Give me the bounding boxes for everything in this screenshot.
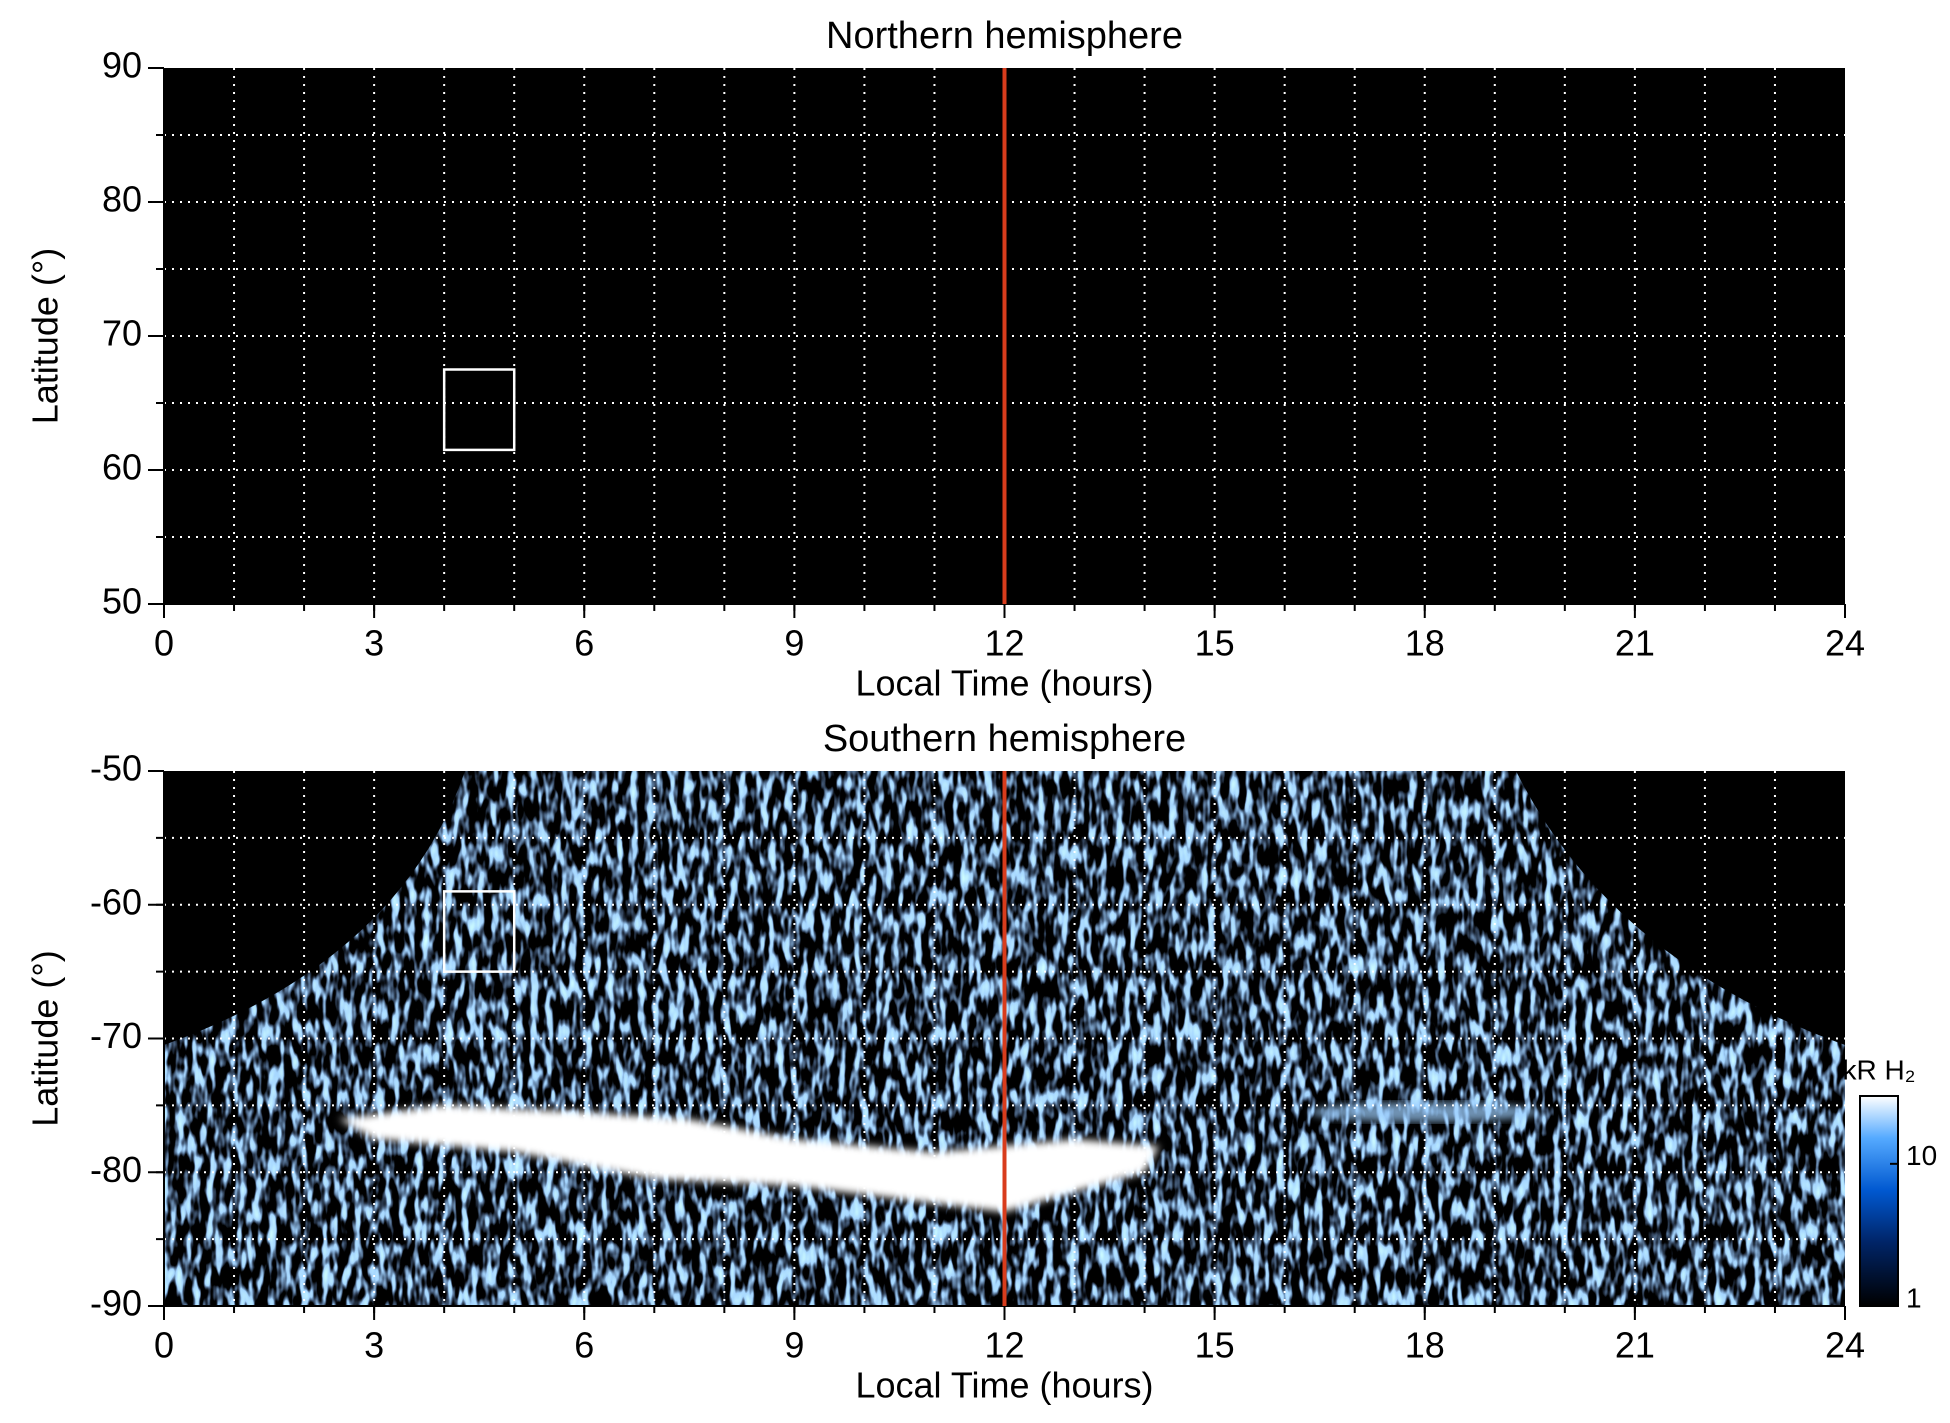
y-tick-label: 60 bbox=[102, 447, 142, 488]
colorbar bbox=[1859, 1095, 1899, 1307]
x-tick-label: 9 bbox=[784, 623, 804, 664]
y-tick-label: -70 bbox=[90, 1015, 142, 1056]
auroral-oval bbox=[1310, 1102, 1540, 1122]
auroral-oval bbox=[339, 1105, 1159, 1212]
x-tick-label: 6 bbox=[574, 1325, 594, 1366]
x-tick-label: 24 bbox=[1825, 1325, 1865, 1366]
region-box bbox=[442, 890, 516, 973]
x-tick-label: 12 bbox=[984, 623, 1024, 664]
y-tick-label: 70 bbox=[102, 313, 142, 354]
x-tick-label: 21 bbox=[1615, 1325, 1655, 1366]
x-tick-label: 12 bbox=[984, 1325, 1024, 1366]
region-box bbox=[442, 368, 516, 452]
x-tick-label: 21 bbox=[1615, 623, 1655, 664]
x-tick-label: 18 bbox=[1405, 623, 1445, 664]
x-tick-label: 18 bbox=[1405, 1325, 1445, 1366]
x-tick-label: 6 bbox=[574, 623, 594, 664]
x-tick-label: 15 bbox=[1195, 623, 1235, 664]
y-axis-label: Latitude (°) bbox=[25, 248, 66, 424]
y-tick-label: -90 bbox=[90, 1283, 142, 1324]
y-axis-label: Latitude (°) bbox=[25, 950, 66, 1126]
y-tick-label: 50 bbox=[102, 581, 142, 622]
x-axis-label: Local Time (hours) bbox=[855, 663, 1153, 704]
y-tick-label: 90 bbox=[102, 45, 142, 86]
colorbar-label: kR H₂ bbox=[1842, 1054, 1915, 1085]
chart-title: Southern hemisphere bbox=[823, 718, 1186, 760]
chart-title: Northern hemisphere bbox=[826, 15, 1183, 57]
colorbar-tick-label: 10 bbox=[1906, 1140, 1937, 1171]
x-tick-label: 15 bbox=[1195, 1325, 1235, 1366]
x-axis-label: Local Time (hours) bbox=[855, 1365, 1153, 1406]
x-tick-label: 3 bbox=[364, 623, 384, 664]
colorbar-tick-label: 1 bbox=[1906, 1282, 1922, 1313]
x-tick-label: 9 bbox=[784, 1325, 804, 1366]
y-tick-label: -60 bbox=[90, 881, 142, 922]
y-tick-label: 80 bbox=[102, 179, 142, 220]
y-tick-label: -50 bbox=[90, 748, 142, 789]
x-tick-label: 0 bbox=[154, 623, 174, 664]
x-tick-label: 0 bbox=[154, 1325, 174, 1366]
y-tick-label: -80 bbox=[90, 1149, 142, 1190]
x-tick-label: 24 bbox=[1825, 623, 1865, 664]
x-tick-label: 3 bbox=[364, 1325, 384, 1366]
